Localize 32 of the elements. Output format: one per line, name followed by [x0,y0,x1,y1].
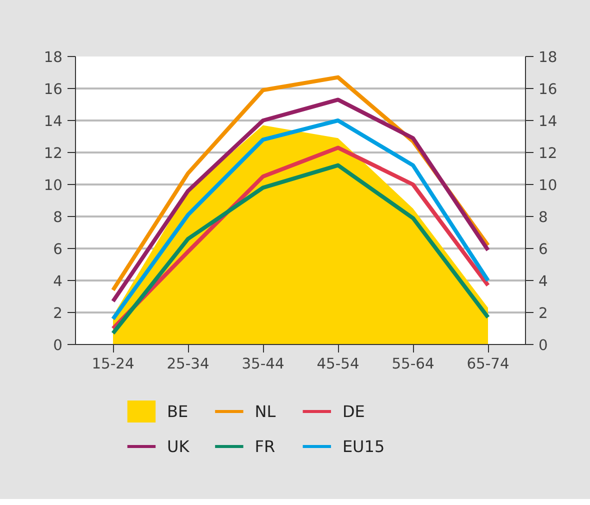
y-tick-label: 2 [53,305,63,322]
x-tick-label: 35-44 [242,356,284,372]
y-tick-label: 8 [53,209,63,226]
legend-label: NL [254,402,276,421]
y2-tick-label: 18 [538,49,558,66]
legend-label: DE [342,402,365,421]
legend-label: UK [167,437,190,456]
y2-tick-label: 14 [538,113,558,130]
y2-tick-label: 0 [538,337,548,354]
y2-tick-label: 12 [538,145,558,162]
y2-tick-label: 6 [538,241,548,258]
y-tick-label: 12 [44,145,63,162]
y-tick-label: 16 [44,81,63,98]
x-tick-label: 65-74 [466,356,510,372]
legend-label: BE [167,402,188,421]
y-tick-label: 10 [44,177,63,194]
legend-label: EU15 [342,437,385,456]
y2-tick-label: 4 [538,273,548,290]
y2-tick-label: 2 [538,305,548,322]
y-tick-label: 6 [53,241,63,258]
x-tick-label: 55-64 [392,356,434,372]
x-tick-label: 25-34 [166,356,210,372]
y2-tick-label: 10 [538,177,558,194]
x-tick-label: 15-24 [92,356,134,372]
y2-tick-label: 16 [538,81,558,98]
y-tick-label: 18 [44,49,63,66]
y-tick-label: 0 [53,337,63,354]
x-tick-label: 45-54 [316,356,360,372]
y-tick-label: 4 [53,273,63,290]
y-tick-label: 14 [44,113,63,130]
y2-tick-label: 8 [538,209,548,226]
legend-label: FR [254,437,276,456]
